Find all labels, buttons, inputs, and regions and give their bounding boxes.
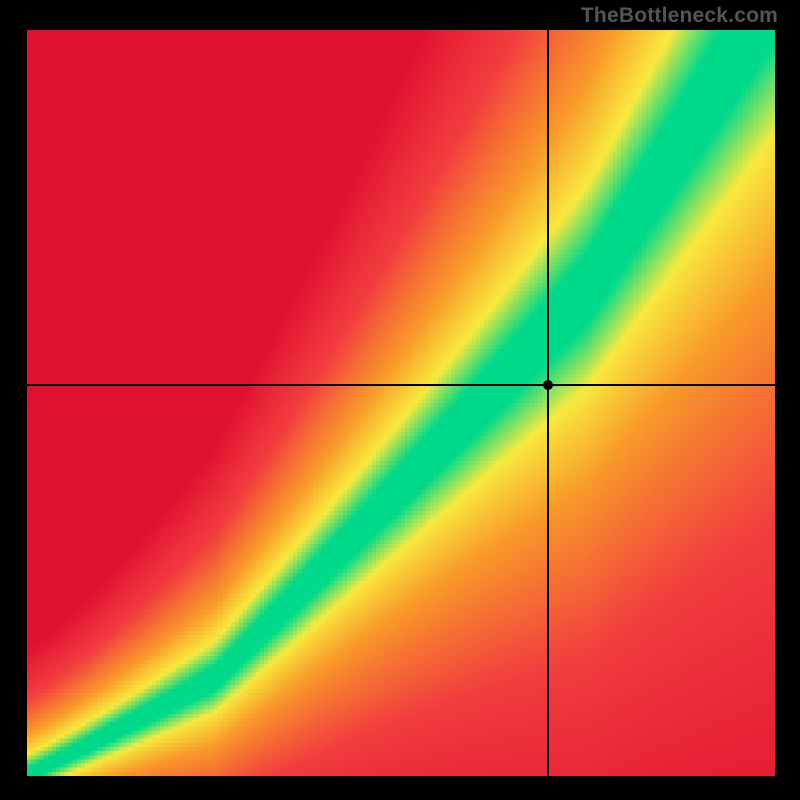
crosshair-point xyxy=(543,380,553,390)
watermark-text: TheBottleneck.com xyxy=(581,4,778,28)
chart-container: TheBottleneck.com xyxy=(0,0,800,800)
heatmap-canvas xyxy=(27,30,775,776)
crosshair-horizontal xyxy=(27,384,775,386)
crosshair-vertical xyxy=(547,30,549,776)
